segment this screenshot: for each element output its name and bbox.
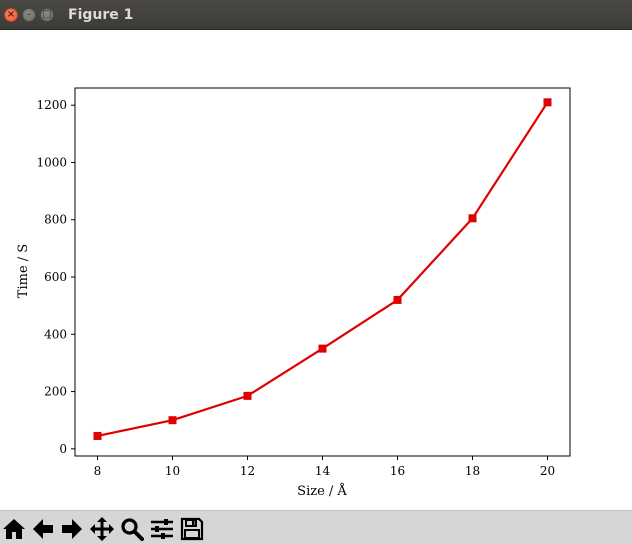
x-tick-label: 12 [240, 464, 255, 478]
pan-button[interactable] [88, 515, 115, 542]
window-maximize-button[interactable]: □ [40, 8, 54, 22]
save-button[interactable] [178, 515, 205, 542]
move-icon [89, 516, 114, 541]
close-icon: × [6, 9, 16, 20]
y-tick-label: 200 [44, 385, 67, 399]
navigation-toolbar [0, 510, 632, 544]
subplots-button[interactable] [148, 515, 175, 542]
x-tick-label: 14 [315, 464, 331, 478]
window-minimize-button[interactable]: – [22, 8, 36, 22]
data-point-marker [468, 214, 477, 223]
series-line [97, 101, 549, 438]
sliders-icon [150, 518, 173, 539]
home-button[interactable] [0, 515, 27, 542]
window-titlebar: × – □ Figure 1 [0, 0, 632, 30]
window-title: Figure 1 [68, 7, 134, 23]
x-tick-label: 8 [94, 464, 102, 478]
arrow-right-icon [61, 518, 82, 539]
data-point-marker [168, 416, 177, 425]
arrow-left-icon [32, 518, 53, 539]
data-point-marker [543, 98, 552, 107]
y-tick-label: 0 [59, 442, 67, 456]
y-tick-label: 600 [44, 270, 67, 284]
y-tick-label: 1200 [36, 98, 67, 112]
x-axis-label: Size / Å [297, 483, 347, 499]
maximize-icon: □ [42, 9, 52, 20]
minimize-icon: – [26, 9, 32, 20]
data-point-marker [318, 344, 327, 353]
x-tick-label: 16 [390, 464, 405, 478]
y-tick-label: 800 [44, 213, 67, 227]
floppy-disk-icon [180, 517, 203, 540]
y-tick-label: 400 [44, 327, 67, 341]
x-tick-label: 18 [465, 464, 480, 478]
figure-canvas: 8 10 12 14 16 18 20 0 200 400 600 800 1000 1200 Size… [0, 30, 632, 510]
y-tick-label: 1000 [36, 155, 67, 169]
back-button[interactable] [29, 515, 56, 542]
window-close-button[interactable]: × [4, 8, 18, 22]
zoom-button[interactable] [118, 515, 145, 542]
data-point-marker [393, 295, 402, 304]
magnifier-icon [120, 517, 144, 541]
plot-area [74, 87, 571, 457]
x-tick-label: 20 [540, 464, 555, 478]
y-axis-label: Time / S [16, 244, 31, 298]
home-icon [2, 518, 25, 539]
line-chart: 8 10 12 14 16 18 20 0 200 400 600 800 1000 1200 Size… [16, 87, 571, 499]
data-point-marker [93, 431, 102, 440]
x-tick-label: 10 [165, 464, 180, 478]
data-point-marker [243, 391, 252, 400]
forward-button[interactable] [58, 515, 85, 542]
